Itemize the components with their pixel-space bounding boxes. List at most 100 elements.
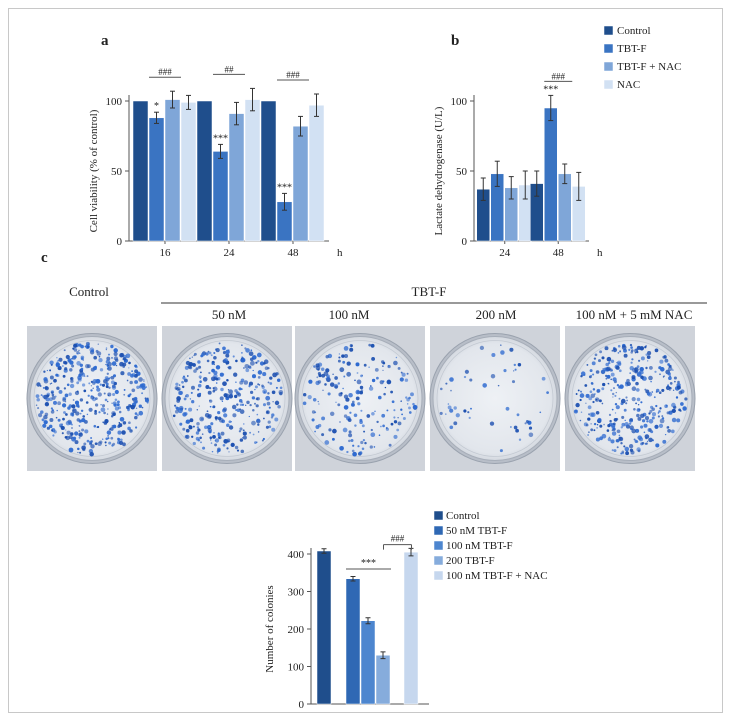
colony-dot (228, 389, 233, 395)
colony-dot (587, 431, 590, 434)
colony-dot (256, 418, 261, 423)
colony-dot (104, 376, 109, 381)
colony-dot (73, 355, 77, 359)
colony-dot (79, 412, 82, 415)
colony-dot (49, 383, 52, 385)
colony-dot (655, 388, 660, 393)
colony-dot (225, 349, 230, 355)
colony-dot (651, 391, 654, 393)
colony-dot (587, 434, 589, 436)
colony-dot (269, 382, 273, 385)
colony-dot (36, 382, 41, 387)
colony-dot (663, 375, 666, 378)
colony-dot (647, 391, 653, 397)
colony-dot (106, 430, 112, 435)
colony-dot (58, 357, 63, 362)
colony-dot (195, 367, 199, 371)
colony-dot (626, 399, 628, 402)
bar-colonies (345, 578, 361, 705)
colony-dot (382, 369, 384, 372)
colony-dot (610, 389, 613, 392)
colony-dot (648, 437, 653, 443)
colony-dot (412, 404, 418, 410)
colony-dot (354, 379, 356, 382)
colony-dot (405, 396, 408, 399)
colony-dot (350, 402, 355, 407)
colony-dot (252, 369, 254, 372)
colony-dot (608, 436, 611, 439)
colony-dot (202, 376, 208, 382)
colony-dot (109, 376, 111, 379)
colony-dot (684, 397, 688, 401)
colony-dot (143, 380, 145, 382)
colony-dot (408, 396, 411, 400)
colony-dot (57, 401, 61, 406)
colony-dot (120, 438, 123, 442)
colony-dot (114, 406, 119, 411)
colony-dot (577, 389, 580, 392)
colony-dot (49, 369, 52, 372)
colony-dot (76, 381, 80, 385)
colony-dot (267, 392, 270, 395)
colony-dot (620, 426, 624, 429)
colony-dot (104, 398, 108, 402)
y-tick-label: 0 (117, 236, 123, 248)
legend-label: 100 nM TBT-F + NAC (446, 570, 548, 582)
colony-dot (373, 446, 376, 448)
colony-dot (109, 427, 114, 431)
colony-dot (657, 412, 660, 414)
colony-dot (122, 357, 127, 361)
colony-dot (200, 354, 204, 358)
colony-dot (106, 372, 109, 375)
colony-dot (211, 368, 215, 373)
colony-dot (200, 371, 202, 374)
colony-dot (625, 451, 629, 456)
colony-dot (136, 385, 140, 389)
colony-dot (238, 387, 242, 391)
colony-dot (92, 379, 98, 384)
colony-dot (450, 389, 452, 392)
colony-dot (189, 366, 193, 370)
colony-dot (406, 372, 409, 375)
colony-dot (277, 405, 281, 409)
dish-inner-ring (168, 340, 286, 457)
colony-dot (134, 415, 138, 420)
colony-dot (85, 364, 90, 369)
colony-dot (348, 392, 353, 398)
colony-dot (346, 371, 352, 377)
chart-a-cell-viability: 0 50 100 Cell viability (% of control) h 16 * #… (88, 64, 343, 259)
colony-dot (111, 411, 116, 416)
colony-dot (401, 372, 406, 377)
colony-dot (113, 349, 115, 351)
colony-dot (613, 387, 615, 390)
colony-dot (209, 436, 213, 440)
colony-dot (265, 425, 269, 429)
colony-dot (103, 421, 108, 425)
colony-dot (338, 392, 343, 397)
colony-dot (69, 383, 75, 389)
colony-dot (74, 440, 79, 445)
colony-dot (217, 416, 222, 421)
colony-dot (94, 411, 98, 415)
figure-frame: a b c 0 50 100 Cell viability (% of control… (8, 8, 723, 713)
colony-dot (51, 364, 53, 366)
colony-dot (188, 425, 192, 429)
colony-dot (594, 353, 598, 357)
legend-swatch (603, 25, 614, 36)
colony-dot (624, 422, 629, 427)
colony-dot (347, 418, 352, 422)
colony-dot (99, 383, 102, 386)
legend-label: 50 nM TBT-F (446, 525, 507, 537)
colony-dot (363, 363, 367, 367)
colony-dot (222, 381, 227, 387)
colony-dot (89, 451, 94, 457)
colony-dot (616, 446, 619, 449)
colony-dot (198, 405, 200, 407)
colony-dot (66, 430, 71, 435)
colony-dot (397, 366, 401, 370)
colony-dot (391, 400, 395, 404)
colony-dot (343, 346, 349, 351)
colony-dot (410, 392, 414, 397)
colony-dot (271, 427, 276, 432)
colony-dot (36, 398, 40, 402)
